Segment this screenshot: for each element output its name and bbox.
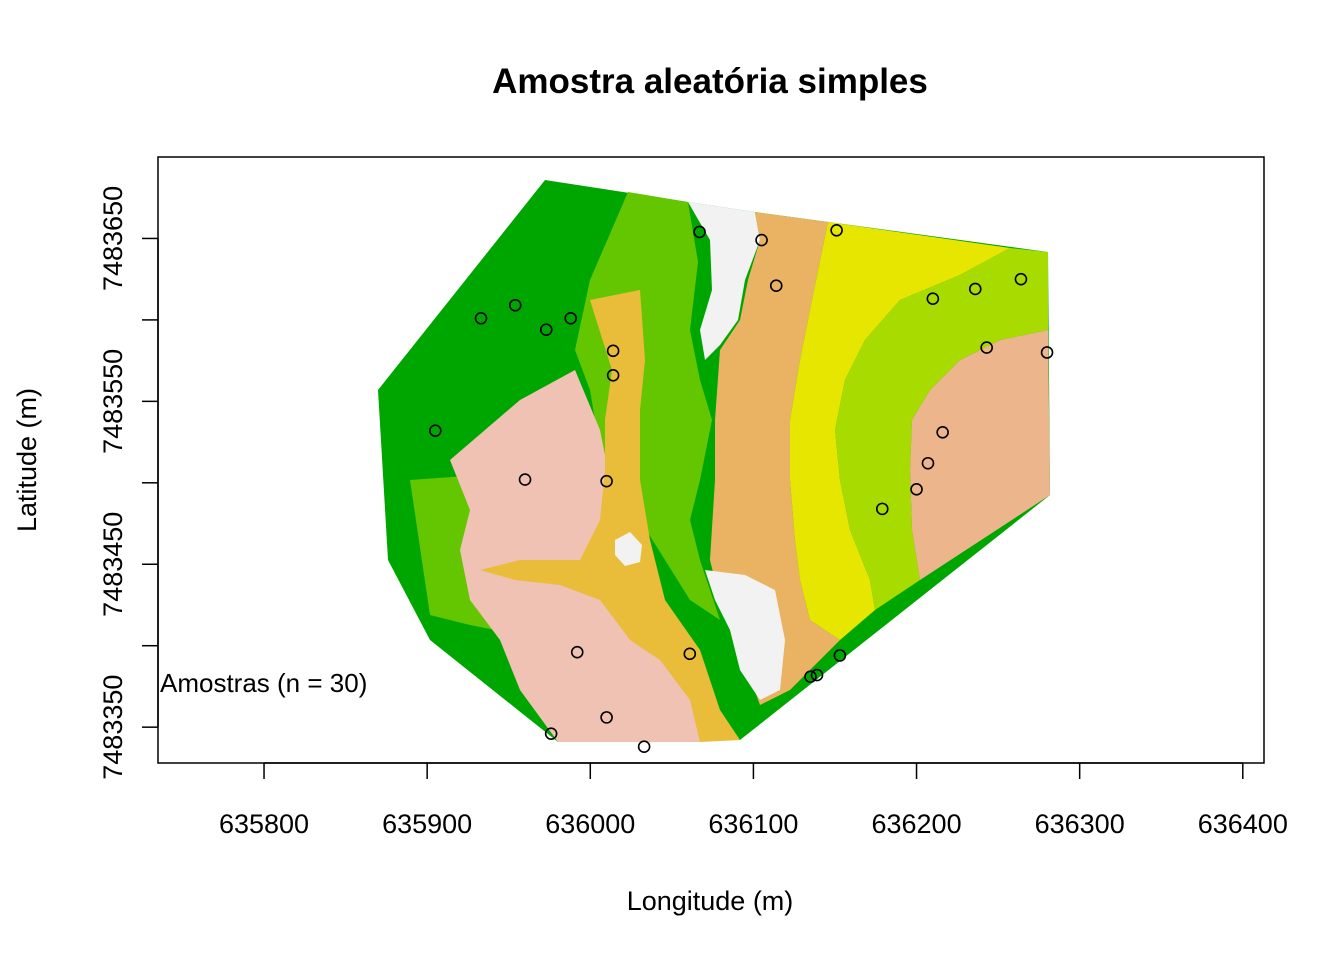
x-axis: 635800 635900 636000 636100 636200 636300 6364… — [219, 762, 1288, 839]
x-axis-label: Longitude (m) — [627, 886, 794, 916]
y-tick-label: 7483350 — [98, 675, 128, 780]
land-map — [378, 180, 1050, 742]
y-axis: 7483350 7483450 7483550 7483650 — [98, 186, 159, 780]
map-zone-white-pocket — [615, 532, 642, 566]
sample-point — [474, 311, 488, 325]
sample-point — [875, 502, 889, 516]
map-zone-orange-channel — [480, 290, 740, 742]
y-tick-label: 7483450 — [98, 512, 128, 617]
map-zone-salmon — [910, 330, 1050, 580]
sample-point — [606, 368, 620, 382]
sample-point — [910, 483, 923, 496]
sample-point — [769, 279, 783, 292]
sample-point — [600, 474, 613, 488]
x-tick-label: 635900 — [382, 809, 472, 839]
sample-point — [833, 649, 847, 662]
plot-box — [157, 156, 1265, 764]
sample-point — [968, 282, 982, 296]
map-zone-white-south — [705, 570, 785, 700]
sample-point — [429, 424, 442, 437]
sample-point — [606, 344, 620, 358]
sample-point — [570, 645, 584, 659]
map-zone-lightgreen — [835, 248, 1048, 610]
y-axis-label: Latitude (m) — [12, 388, 42, 532]
sample-point — [508, 298, 522, 312]
map-zone-white-north — [688, 202, 760, 360]
sample-point — [926, 292, 940, 306]
sample-point — [544, 727, 558, 740]
sample-point — [1040, 346, 1054, 359]
y-tick-label: 7483650 — [98, 186, 128, 291]
x-tick-label: 636000 — [545, 809, 635, 839]
sample-point — [564, 311, 578, 325]
y-tick-label: 7483550 — [98, 349, 128, 454]
sample-point — [637, 740, 651, 754]
x-tick-label: 636400 — [1198, 809, 1288, 839]
sample-point — [921, 456, 935, 470]
x-tick-label: 635800 — [219, 809, 309, 839]
sample-point — [1014, 272, 1028, 286]
sample-point — [683, 647, 697, 661]
x-tick-label: 636300 — [1035, 809, 1125, 839]
sample-point — [804, 670, 817, 683]
sample-points — [429, 224, 1054, 754]
sample-point — [830, 224, 843, 237]
sample-point — [755, 233, 768, 247]
sample-point — [810, 668, 824, 682]
sample-point — [539, 323, 553, 336]
x-tick-label: 636100 — [708, 809, 798, 839]
sample-annotation: Amostras (n = 30) — [160, 668, 367, 698]
sample-point — [518, 473, 532, 486]
chart-title: Amostra aleatória simples — [492, 62, 928, 101]
sample-point — [980, 341, 993, 354]
map-zone-yellow — [790, 222, 1010, 640]
map-zone-pink-west — [450, 370, 700, 742]
x-tick-label: 636200 — [871, 809, 961, 839]
sample-point — [693, 225, 706, 239]
sample-point — [936, 426, 949, 439]
sample-point — [600, 711, 613, 724]
